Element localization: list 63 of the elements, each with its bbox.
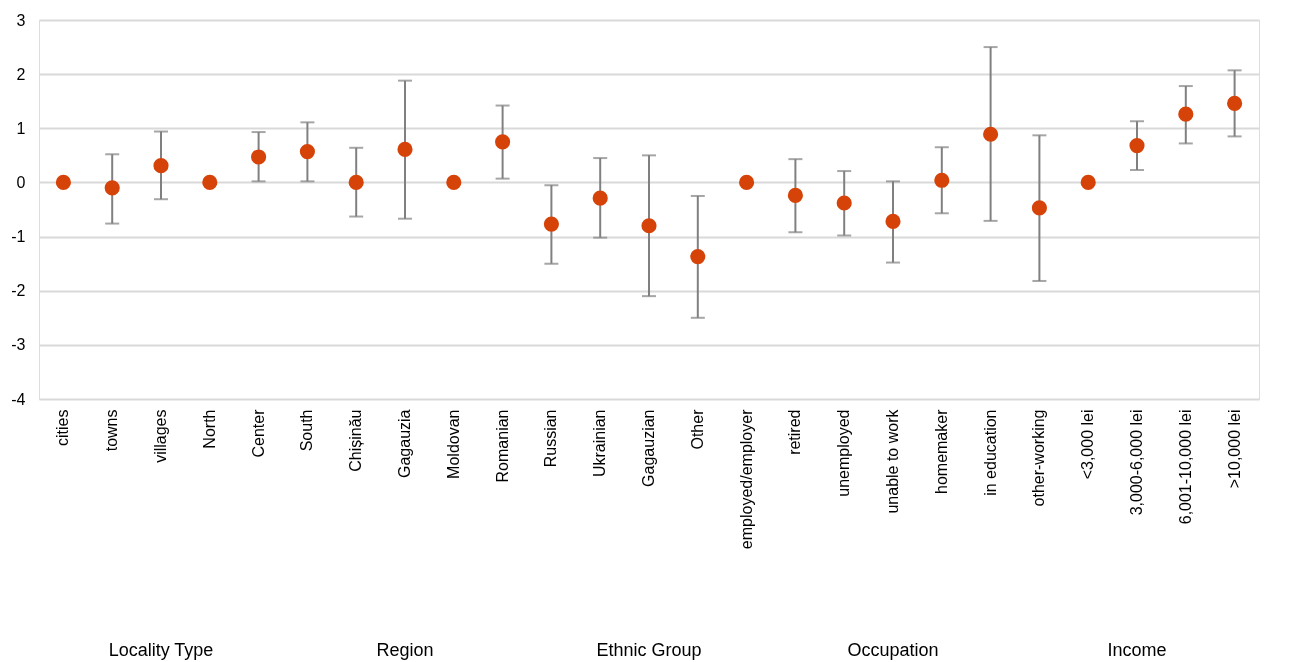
point bbox=[690, 249, 706, 265]
x-tick-label: other-working bbox=[1030, 409, 1048, 507]
x-tick-label: Ukrainian bbox=[591, 409, 609, 478]
point bbox=[1178, 106, 1194, 122]
x-tick-label: employed/employer bbox=[737, 408, 755, 550]
text: Region bbox=[376, 640, 434, 660]
point bbox=[787, 187, 803, 203]
y-tick-label: 2 bbox=[16, 65, 26, 83]
x-tick-label: homemaker bbox=[932, 408, 950, 494]
text: Ethnic Group bbox=[596, 640, 702, 660]
point bbox=[885, 213, 901, 229]
y-tick-label: -4 bbox=[11, 390, 26, 408]
x-tick-label: villages bbox=[152, 409, 169, 463]
point bbox=[836, 195, 852, 211]
y-tick-label: -2 bbox=[11, 282, 26, 300]
x-tick-label: Gagauzian bbox=[640, 409, 657, 487]
point bbox=[1031, 200, 1047, 216]
point bbox=[543, 216, 559, 232]
y-tick-label: 0 bbox=[16, 173, 26, 191]
x-tick-label: unemployed bbox=[835, 409, 853, 497]
x-tick-label: retired bbox=[786, 409, 804, 455]
point bbox=[641, 218, 657, 234]
text: Locality Type bbox=[108, 640, 214, 660]
x-tick-label: 3,000-6,000 lei bbox=[1128, 409, 1145, 516]
point bbox=[251, 149, 267, 165]
point bbox=[153, 158, 169, 174]
point bbox=[202, 174, 218, 190]
point bbox=[1080, 174, 1096, 190]
point bbox=[592, 190, 608, 206]
x-tick-label: Center bbox=[249, 408, 267, 458]
point bbox=[495, 134, 511, 150]
x-tick-label: Chișinău bbox=[347, 409, 365, 472]
point bbox=[739, 174, 755, 190]
x-tick-label: >10,000 lei bbox=[1225, 409, 1243, 489]
x-tick-label: cities bbox=[54, 409, 72, 446]
x-tick-label: Russian bbox=[542, 409, 560, 468]
point bbox=[299, 144, 315, 160]
point bbox=[446, 174, 462, 190]
x-tick-label: 6,001-10,000 lei bbox=[1176, 409, 1194, 525]
y-tick-label: -1 bbox=[11, 228, 26, 246]
y-tick-label: 1 bbox=[16, 119, 26, 137]
x-tick-label: <3,000 lei bbox=[1079, 409, 1097, 480]
point bbox=[1227, 95, 1243, 111]
x-tick-label: in education bbox=[981, 409, 999, 496]
point bbox=[397, 141, 413, 157]
text: Income bbox=[1107, 640, 1167, 660]
x-tick-label: Other bbox=[688, 408, 706, 450]
point bbox=[934, 172, 950, 188]
x-tick-label: North bbox=[200, 409, 218, 449]
point bbox=[983, 126, 999, 142]
point bbox=[348, 174, 364, 190]
point bbox=[104, 180, 120, 196]
y-tick-label: -3 bbox=[11, 336, 26, 354]
x-tick-label: Gagauzia bbox=[396, 409, 413, 478]
point bbox=[1129, 138, 1145, 154]
x-tick-label: Moldovan bbox=[444, 409, 462, 479]
text: Occupation bbox=[847, 640, 939, 660]
x-tick-label: South bbox=[298, 409, 316, 452]
x-tick-label: towns bbox=[103, 409, 121, 452]
point bbox=[55, 174, 71, 190]
x-tick-label: unable to work bbox=[884, 408, 901, 514]
y-tick-label: 3 bbox=[16, 11, 26, 29]
x-tick-label: Romanian bbox=[493, 409, 511, 483]
